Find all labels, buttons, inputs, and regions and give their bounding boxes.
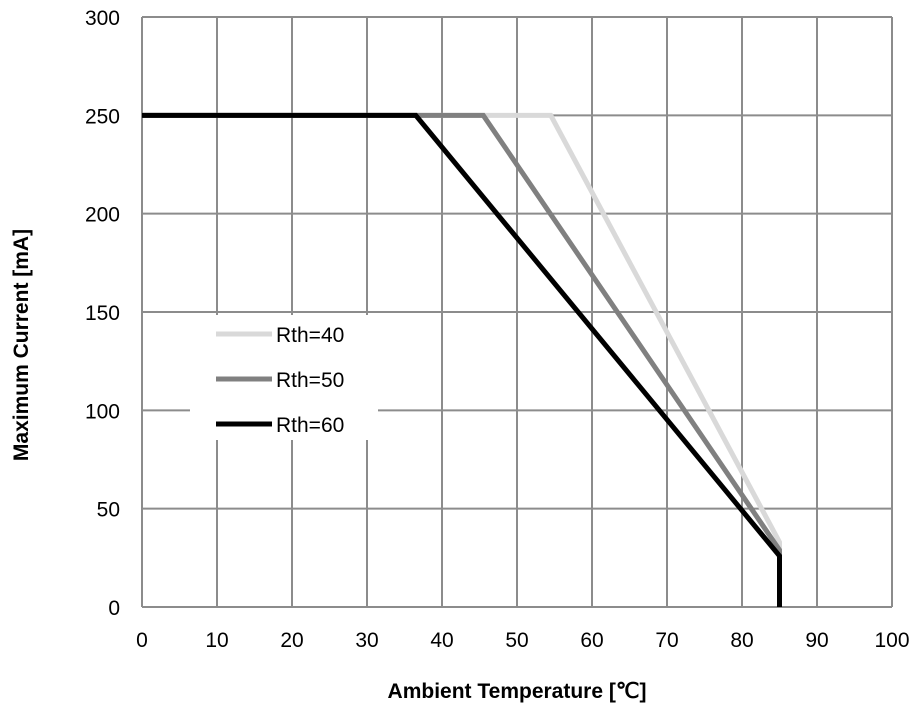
x-tick-label-70: 70 xyxy=(655,629,678,652)
y-tick-label-300: 300 xyxy=(85,7,120,30)
legend-label-rth-40: Rth=40 xyxy=(276,324,344,347)
x-axis-title: Ambient Temperature [℃] xyxy=(388,680,647,703)
y-axis-title: Maximum Current [mA] xyxy=(10,229,33,461)
legend-label-rth-60: Rth=60 xyxy=(276,414,344,437)
x-tick-labels: 0 10 20 30 40 50 60 70 80 90 100 xyxy=(136,629,909,652)
legend-label-rth-50: Rth=50 xyxy=(276,369,344,392)
y-tick-label-0: 0 xyxy=(108,597,120,620)
x-tick-label-20: 20 xyxy=(280,629,303,652)
y-tick-label-50: 50 xyxy=(97,499,120,522)
x-tick-label-80: 80 xyxy=(730,629,753,652)
y-tick-label-100: 100 xyxy=(85,400,120,423)
x-tick-label-100: 100 xyxy=(874,629,909,652)
series-lines xyxy=(142,112,782,607)
x-tick-label-30: 30 xyxy=(355,629,378,652)
y-tick-labels: 0 50 100 150 200 250 300 xyxy=(85,7,120,620)
x-tick-label-40: 40 xyxy=(430,629,453,652)
legend: Rth=40 Rth=50 Rth=60 xyxy=(190,315,378,440)
x-tick-label-10: 10 xyxy=(205,629,228,652)
x-tick-label-50: 50 xyxy=(505,629,528,652)
series-line-rth-60 xyxy=(142,112,782,607)
x-tick-label-60: 60 xyxy=(580,629,603,652)
y-tick-label-250: 250 xyxy=(85,105,120,128)
x-tick-label-0: 0 xyxy=(136,629,148,652)
y-tick-label-150: 150 xyxy=(85,302,120,325)
y-tick-label-200: 200 xyxy=(85,204,120,227)
x-tick-label-90: 90 xyxy=(805,629,828,652)
